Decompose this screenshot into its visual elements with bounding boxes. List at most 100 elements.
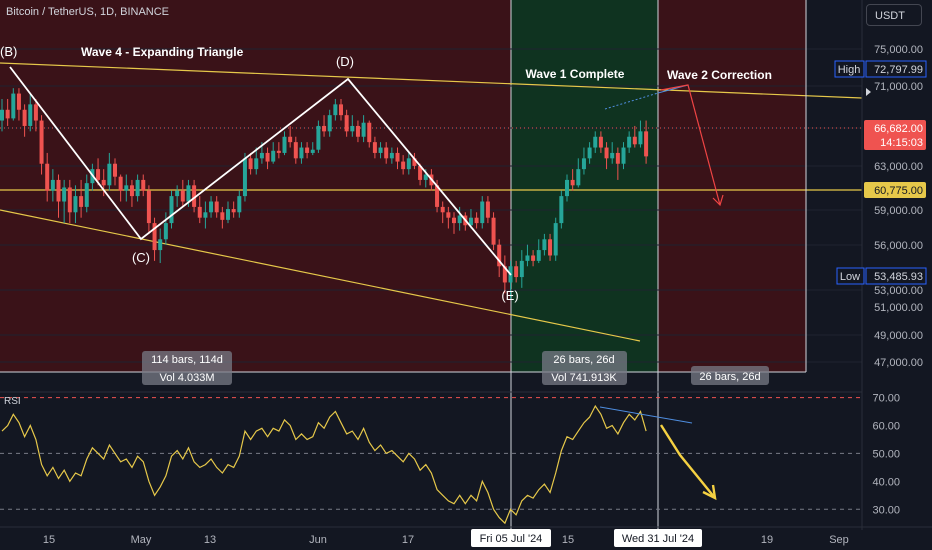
candle-body bbox=[389, 152, 394, 159]
time-marker-left: Fri 05 Jul '24 bbox=[480, 533, 543, 545]
annotation-labels: (B) Wave 4 - Expanding Triangle (C) (D) (E) W… bbox=[0, 44, 772, 303]
rsi-tick-label: 60.00 bbox=[872, 421, 900, 433]
measure-left-bars: 114 bars, 114d bbox=[151, 354, 223, 366]
candle-body bbox=[491, 217, 496, 245]
wave-label-d: (D) bbox=[336, 54, 354, 69]
candle-body bbox=[197, 206, 202, 218]
candle-body bbox=[242, 158, 247, 197]
candle-body bbox=[418, 165, 423, 180]
candle-body bbox=[11, 93, 16, 119]
candle-body bbox=[316, 125, 321, 150]
candle-body bbox=[45, 163, 50, 191]
candle-body bbox=[28, 104, 33, 126]
candle-body bbox=[384, 147, 389, 159]
blue-dashed-line bbox=[604, 92, 659, 110]
green-zone-wave1 bbox=[511, 0, 658, 372]
low-tag-box bbox=[836, 267, 865, 285]
measure-right-bars: 26 bars, 26d bbox=[699, 371, 760, 383]
candle-body bbox=[310, 149, 315, 153]
rsi-tick-label: 50.00 bbox=[872, 448, 900, 460]
candle-body bbox=[531, 255, 536, 261]
candle-body bbox=[468, 217, 473, 226]
rsi-line bbox=[1, 404, 647, 525]
price-tick-label: 47,000.00 bbox=[874, 357, 923, 369]
candle-body bbox=[355, 125, 360, 137]
candle-body bbox=[412, 158, 417, 166]
rsi-projection-arrow bbox=[659, 424, 716, 499]
candle-body bbox=[378, 147, 383, 153]
annotation-title: Wave 4 - Expanding Triangle bbox=[81, 45, 244, 59]
price-tick-label: 49,000.00 bbox=[874, 330, 923, 342]
candle-body bbox=[401, 161, 406, 170]
candle-body bbox=[536, 250, 541, 261]
candlestick-series bbox=[0, 88, 649, 299]
candle-body bbox=[135, 179, 140, 197]
candle-body bbox=[84, 183, 89, 207]
rsi-tick-label: 70.00 bbox=[872, 393, 900, 405]
lower-trendline bbox=[0, 209, 641, 342]
candle-body bbox=[305, 147, 310, 153]
candle-body bbox=[452, 217, 456, 224]
candle-body bbox=[593, 136, 598, 148]
candle-body bbox=[293, 142, 298, 159]
level-price-value: 60,775.00 bbox=[874, 185, 923, 197]
measure-mid-bars: 26 bars, 26d bbox=[553, 354, 614, 366]
candle-body bbox=[16, 93, 21, 110]
candle-body bbox=[276, 150, 281, 153]
high-tag-label: High bbox=[838, 64, 861, 76]
time-marker-right: Wed 31 Jul '24 bbox=[622, 533, 694, 545]
time-tick-label: 19 bbox=[761, 534, 773, 546]
candle-body bbox=[435, 185, 440, 207]
price-tick-label: 53,000.00 bbox=[874, 285, 923, 297]
candle-body bbox=[146, 190, 151, 224]
candle-body bbox=[644, 131, 649, 157]
candle-body bbox=[129, 185, 134, 197]
candle-body bbox=[39, 120, 44, 164]
candle-body bbox=[50, 179, 55, 191]
currency-button[interactable]: USDT bbox=[866, 4, 922, 26]
price-tick-label: 63,000.00 bbox=[874, 161, 923, 173]
candle-body bbox=[56, 179, 61, 202]
candle-body bbox=[67, 187, 72, 213]
high-tag-box bbox=[834, 60, 865, 78]
candle-body bbox=[259, 152, 264, 159]
candle-body bbox=[101, 179, 106, 186]
candle-body bbox=[457, 215, 462, 224]
candle-body bbox=[480, 201, 485, 224]
candle-body bbox=[565, 179, 569, 197]
time-marker-left-box bbox=[471, 529, 551, 547]
candle-body bbox=[339, 104, 343, 116]
rsi-label: RSI bbox=[4, 396, 21, 407]
candle-body bbox=[0, 109, 4, 121]
candle-body bbox=[5, 109, 10, 119]
price-tick-label: 51,000.00 bbox=[874, 302, 923, 314]
projection-red-arrowhead bbox=[712, 194, 724, 207]
candle-body bbox=[288, 136, 293, 143]
symbol-title[interactable]: Bitcoin / TetherUS, 1D, BINANCE bbox=[6, 6, 170, 18]
time-tick-label: 17 bbox=[402, 534, 414, 546]
candle-body bbox=[180, 190, 185, 202]
candle-body bbox=[570, 179, 575, 186]
candle-body bbox=[186, 185, 191, 202]
wave-label-e: (E) bbox=[501, 288, 518, 303]
candle-body bbox=[124, 185, 129, 191]
candle-body bbox=[621, 147, 626, 164]
candle-body bbox=[175, 190, 180, 197]
candle-body bbox=[271, 150, 276, 162]
rsi-blue-trend bbox=[599, 406, 693, 424]
price-tick-label: 75,000.00 bbox=[874, 44, 923, 56]
upper-trendline bbox=[0, 62, 863, 99]
low-value-box bbox=[865, 267, 927, 285]
candle-body bbox=[525, 255, 530, 261]
candle-body bbox=[62, 187, 67, 202]
candle-body bbox=[79, 196, 84, 207]
price-tick-label: 59,000.00 bbox=[874, 205, 923, 217]
rsi-panel: RSI bbox=[0, 396, 862, 525]
candle-body bbox=[237, 196, 242, 213]
candle-body bbox=[581, 158, 586, 170]
red-zone-left bbox=[0, 0, 511, 372]
candle-body bbox=[226, 209, 230, 220]
candle-body bbox=[548, 239, 553, 256]
